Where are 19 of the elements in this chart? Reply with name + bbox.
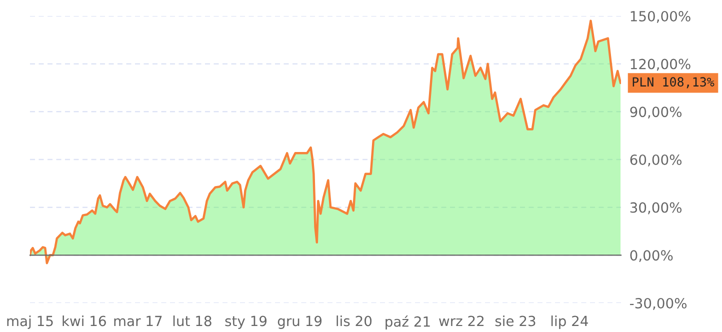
x-tick-label: sie 23 — [495, 316, 536, 326]
x-tick-label: sty 19 — [225, 316, 267, 329]
x-tick-label: mar 17 — [114, 316, 162, 326]
y-tick-label: 90,00% — [630, 106, 682, 119]
x-tick-label: lis 20 — [336, 316, 372, 326]
y-tick-label: 30,00% — [630, 202, 682, 214]
y-tick-label: 0,00% — [630, 250, 673, 262]
y-tick-label: -30,00% — [630, 298, 687, 310]
y-tick-label: 120,00% — [630, 58, 690, 71]
y-tick-label: 150,00% — [630, 10, 690, 23]
annotation: PLN 108,13% — [632, 77, 714, 88]
x-tick-label: maj 15 — [7, 316, 53, 329]
x-tick-label: gru 19 — [278, 316, 322, 329]
x-tick-label: lip 24 — [551, 316, 588, 329]
y-tick-label: 60,00% — [630, 154, 682, 166]
x-tick-label: wrz 22 — [439, 316, 484, 326]
x-tick-label: kwi 16 — [62, 316, 106, 326]
x-tick-label: paź 21 — [386, 316, 430, 330]
x-tick-label: lut 18 — [173, 316, 212, 326]
